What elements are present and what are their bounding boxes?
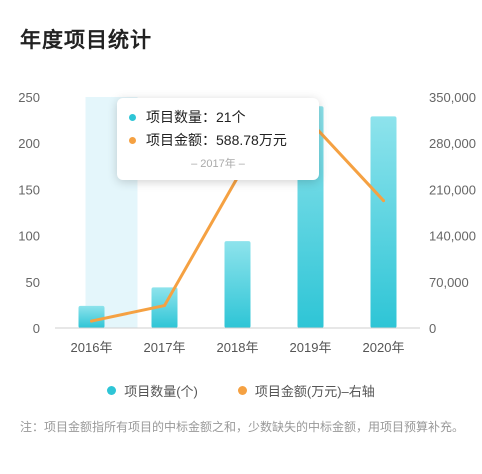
amount-point-2020年[interactable] [382,199,385,203]
x-tick-label: 2019年 [290,340,332,355]
y-right-tick-label: 0 [429,321,436,336]
chart-title: 年度项目统计 [20,29,152,52]
x-tick-label: 2017年 [144,340,186,355]
y-right-tick-label: 350,000 [429,90,476,105]
count-dot-icon [129,113,136,121]
tooltip-row-amount: 项目金额：588.78万元 [129,130,287,150]
x-tick-label: 2020年 [363,340,405,355]
legend-count-dot-icon [107,386,117,395]
y-right-tick-label: 280,000 [429,136,476,151]
y-left-tick-label: 250 [18,90,40,105]
chart-canvas: 0 50 100 150 200 250 0 70,000 140,000 210,000 280… [18,90,476,355]
tooltip-count-text: 项目数量：21个 [146,109,246,125]
legend-item-amount[interactable]: 项目金额(万元)–右轴 [237,381,375,400]
legend-amount-dot-icon [237,386,247,395]
y-left-tick-label: 100 [18,229,40,244]
tooltip-row-count: 项目数量：21个 [129,107,246,127]
amount-point-2016年[interactable] [90,319,93,323]
tooltip: 项目数量：21个 项目金额：588.78万元 – 2017年 – [117,98,319,180]
tooltip-amount-text: 项目金额：588.78万元 [146,132,287,148]
x-tick-label: 2016年 [71,340,113,355]
y-right-tick-label: 210,000 [429,182,476,197]
x-tick-label: 2018年 [217,340,259,355]
bar-2020年[interactable] [370,116,397,329]
y-left-tick-label: 150 [18,182,40,197]
bar-2018年[interactable] [224,241,251,328]
footnote: 注：项目金额指所有项目的中标金额之和，少数缺失的中标金额，用项目预算补充。 [20,420,465,434]
legend: 项目数量(个) 项目金额(万元)–右轴 [0,381,482,400]
bar-2016年[interactable] [78,305,105,328]
legend-item-count[interactable]: 项目数量(个) [107,381,198,400]
bar-2017年[interactable] [151,287,178,328]
y-left-tick-label: 0 [33,321,40,336]
y-right-tick-label: 140,000 [429,229,476,244]
amount-point-2017年[interactable] [163,304,166,308]
amount-dot-icon [129,136,136,144]
legend-count-label: 项目数量(个) [124,384,198,399]
legend-amount-label: 项目金额(万元)–右轴 [254,384,375,399]
tooltip-category: – 2017年 – [191,158,245,170]
y-left-tick-label: 50 [26,275,40,290]
y-right-tick-label: 70,000 [429,275,469,290]
y-left-tick-label: 200 [18,136,40,151]
